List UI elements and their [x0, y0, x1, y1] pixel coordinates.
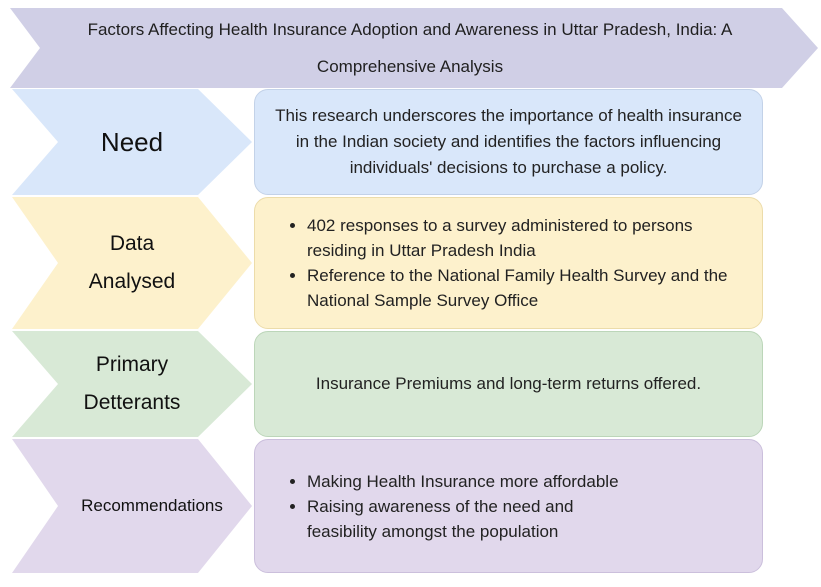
- title-arrow: [10, 8, 818, 88]
- data-chevron: [12, 197, 252, 329]
- data-label-line1: Data: [109, 232, 155, 255]
- recommendations-label: Recommendations: [12, 439, 252, 573]
- need-label-text: Need: [100, 126, 164, 157]
- deterrents-text: Insurance Premiums and long-term returns…: [315, 374, 702, 393]
- recommendations-label-text: Recommendations: [81, 496, 223, 515]
- deterrents-label: Primary Detterants: [12, 331, 252, 437]
- recommendations-chevron: [12, 439, 252, 573]
- data-bullet-2: Reference to the National Family Health …: [307, 263, 742, 313]
- data-bullets: 402 responses to a survey administered t…: [255, 213, 762, 313]
- deterrents-box: Insurance Premiums and long-term returns…: [254, 331, 763, 437]
- need-label: Need: [12, 89, 252, 195]
- deterrents-chevron: [12, 331, 252, 437]
- recommendations-bullets: Making Health Insurance more affordable …: [255, 469, 762, 544]
- need-box: This research underscores the importance…: [254, 89, 763, 195]
- deterrents-label-line1: Primary: [95, 353, 169, 376]
- data-bullet-1: 402 responses to a survey administered t…: [307, 213, 742, 263]
- recommendations-bullet-1: Making Health Insurance more affordable: [307, 469, 622, 494]
- recommendations-bullet-2: Raising awareness of the need and feasib…: [307, 494, 622, 544]
- deterrents-label-line2: Detterants: [83, 391, 181, 414]
- data-label: Data Analysed: [12, 197, 252, 329]
- recommendations-box: Making Health Insurance more affordable …: [254, 439, 763, 573]
- need-text: This research underscores the importance…: [275, 106, 742, 177]
- diagram-title: Factors Affecting Health Insurance Adopt…: [87, 20, 733, 76]
- data-label-line2: Analysed: [88, 270, 176, 293]
- data-box: 402 responses to a survey administered t…: [254, 197, 763, 329]
- need-chevron: [12, 89, 252, 195]
